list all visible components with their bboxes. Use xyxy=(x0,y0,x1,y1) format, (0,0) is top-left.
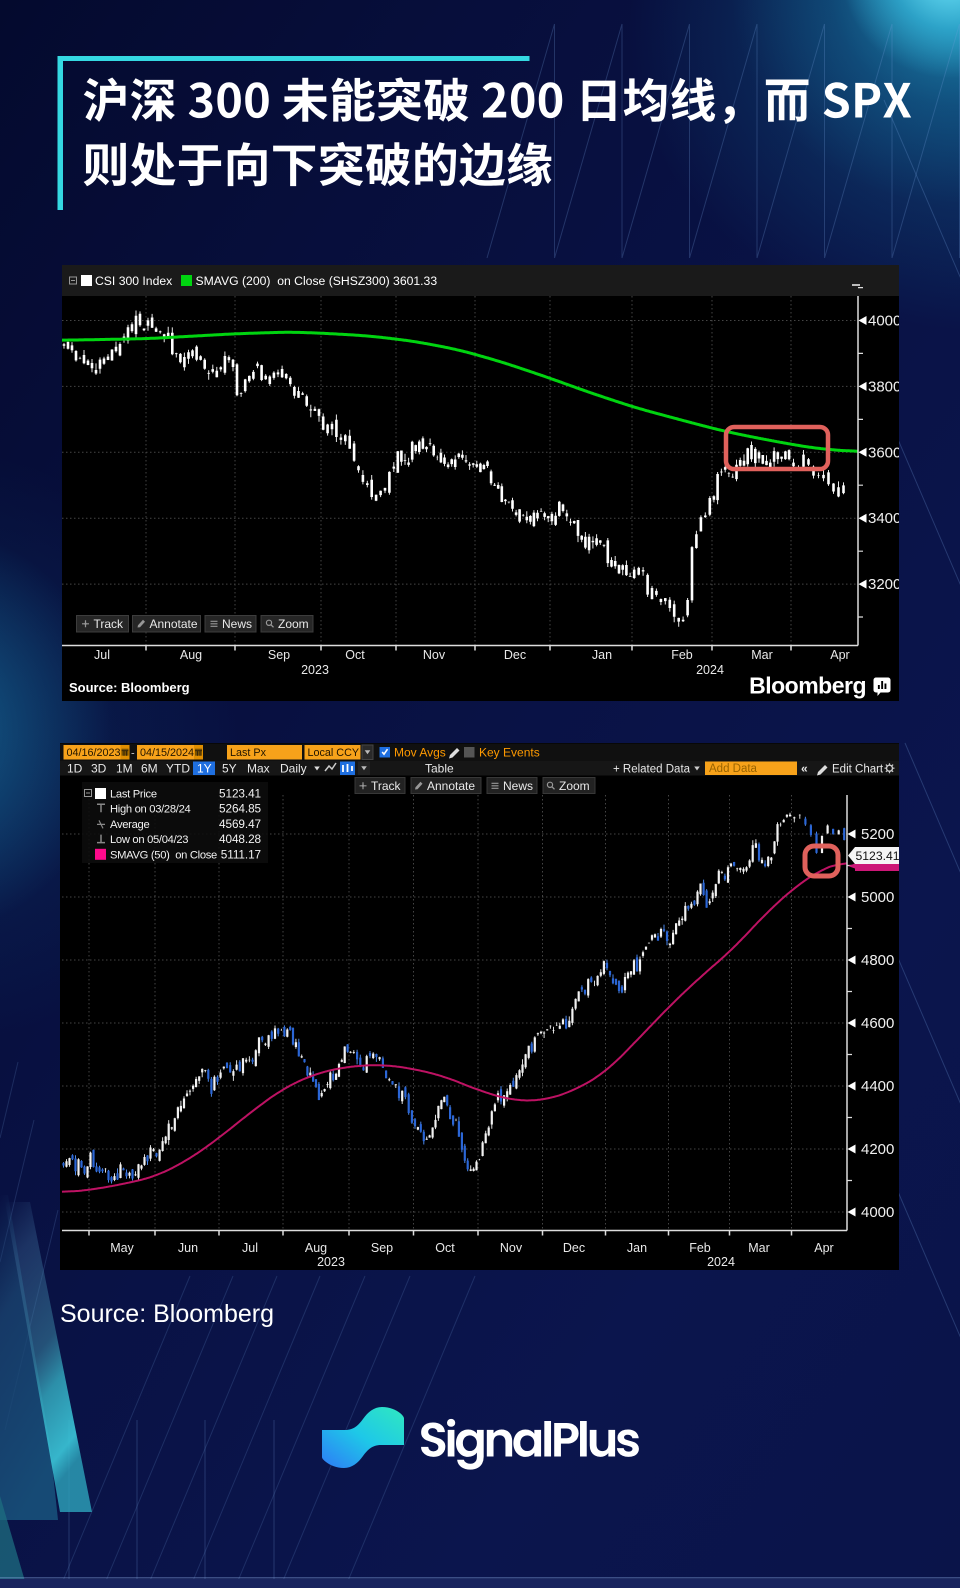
svg-text:Oct: Oct xyxy=(435,1241,455,1255)
svg-text:6M: 6M xyxy=(141,762,158,776)
svg-text:Nov: Nov xyxy=(423,648,446,662)
svg-text:Table: Table xyxy=(425,762,454,776)
svg-text:Dec: Dec xyxy=(563,1241,585,1255)
svg-text:3200: 3200 xyxy=(868,576,899,593)
svg-text:Nov: Nov xyxy=(500,1241,523,1255)
svg-text:Key Events: Key Events xyxy=(479,746,540,760)
svg-text:5Y: 5Y xyxy=(222,762,237,776)
svg-text:CSI 300 Index: CSI 300 Index xyxy=(95,274,172,288)
svg-text:Sep: Sep xyxy=(371,1241,393,1255)
svg-text:Annotate: Annotate xyxy=(427,779,475,793)
svg-text:News: News xyxy=(222,617,252,631)
svg-text:4569.47: 4569.47 xyxy=(219,817,261,831)
svg-text:4000: 4000 xyxy=(861,1204,894,1221)
svg-text:Jan: Jan xyxy=(592,648,612,662)
svg-text:2024: 2024 xyxy=(707,1255,735,1269)
svg-text:Annotate: Annotate xyxy=(150,617,198,631)
svg-text:4800: 4800 xyxy=(861,952,894,969)
svg-text:Mov Avgs: Mov Avgs xyxy=(394,746,446,760)
svg-text:4000: 4000 xyxy=(868,313,899,330)
svg-text:Add Data: Add Data xyxy=(709,763,758,775)
svg-text:Jul: Jul xyxy=(242,1241,258,1255)
svg-text:Dec: Dec xyxy=(504,648,526,662)
svg-text:Zoom: Zoom xyxy=(559,779,590,793)
svg-text:SMAVG (50) on Close: SMAVG (50) on Close xyxy=(110,849,217,861)
svg-text:5264.85: 5264.85 xyxy=(219,802,261,816)
svg-text:+ Related Data: + Related Data xyxy=(613,764,691,776)
svg-text:Source: Bloomberg: Source: Bloomberg xyxy=(69,680,190,695)
svg-text:Jul: Jul xyxy=(94,648,110,662)
svg-text:Feb: Feb xyxy=(671,648,693,662)
svg-text:Apr: Apr xyxy=(830,648,849,662)
svg-text:Mar: Mar xyxy=(751,648,773,662)
svg-text:4200: 4200 xyxy=(861,1141,894,1158)
svg-text:«: « xyxy=(801,762,808,776)
svg-text:Edit Chart: Edit Chart xyxy=(832,764,884,776)
svg-text:5123.41: 5123.41 xyxy=(856,849,900,863)
svg-text:Max: Max xyxy=(247,762,270,776)
svg-text:2024: 2024 xyxy=(696,663,724,677)
svg-text:Last Price: Last Price xyxy=(110,789,157,801)
svg-text:4048.28: 4048.28 xyxy=(219,832,261,846)
svg-text:High on 03/28/24: High on 03/28/24 xyxy=(110,804,190,816)
svg-text:1M: 1M xyxy=(116,762,133,776)
svg-text:04/15/2024: 04/15/2024 xyxy=(140,747,194,759)
svg-text:Aug: Aug xyxy=(305,1241,327,1255)
svg-text:3400: 3400 xyxy=(868,510,899,527)
svg-text:04/16/2023: 04/16/2023 xyxy=(67,747,121,759)
svg-text:Low on 05/04/23: Low on 05/04/23 xyxy=(110,834,188,846)
svg-text:5111.17: 5111.17 xyxy=(221,847,261,861)
svg-text:Mar: Mar xyxy=(748,1241,770,1255)
svg-text:4400: 4400 xyxy=(861,1078,894,1095)
svg-text:5200: 5200 xyxy=(861,826,894,843)
svg-text:News: News xyxy=(503,779,533,793)
svg-text:4600: 4600 xyxy=(861,1015,894,1032)
svg-text:1Y: 1Y xyxy=(197,762,212,776)
svg-text:Apr: Apr xyxy=(814,1241,833,1255)
svg-text:2023: 2023 xyxy=(301,663,329,677)
svg-text:-: - xyxy=(131,748,135,760)
svg-text:Daily: Daily xyxy=(280,762,307,776)
svg-text:5000: 5000 xyxy=(861,889,894,906)
svg-text:Sep: Sep xyxy=(268,648,290,662)
svg-text:Local CCY: Local CCY xyxy=(308,747,360,759)
svg-text:Oct: Oct xyxy=(345,648,365,662)
svg-text:Feb: Feb xyxy=(689,1241,711,1255)
svg-text:May: May xyxy=(110,1241,134,1255)
svg-text:Average: Average xyxy=(110,819,149,831)
svg-text:YTD: YTD xyxy=(166,762,190,776)
svg-text:3600: 3600 xyxy=(868,444,899,461)
svg-text:Source: Bloomberg: Source: Bloomberg xyxy=(60,1300,274,1328)
svg-text:Jan: Jan xyxy=(627,1241,647,1255)
svg-text:Track: Track xyxy=(94,617,125,631)
svg-text:3D: 3D xyxy=(91,762,107,776)
svg-text:3800: 3800 xyxy=(868,378,899,395)
svg-text:Track: Track xyxy=(371,779,402,793)
svg-text:Bloomberg: Bloomberg xyxy=(749,673,866,699)
svg-text:5123.41: 5123.41 xyxy=(219,787,261,801)
svg-text:2023: 2023 xyxy=(317,1255,345,1269)
svg-text:1D: 1D xyxy=(67,762,83,776)
svg-text:Aug: Aug xyxy=(180,648,202,662)
svg-text:SMAVG (200) on Close (SHSZ300: SMAVG (200) on Close (SHSZ300) 3601.33 xyxy=(196,274,438,288)
svg-text:Jun: Jun xyxy=(178,1241,198,1255)
svg-text:Last Px: Last Px xyxy=(230,747,267,759)
svg-text:Zoom: Zoom xyxy=(278,617,309,631)
